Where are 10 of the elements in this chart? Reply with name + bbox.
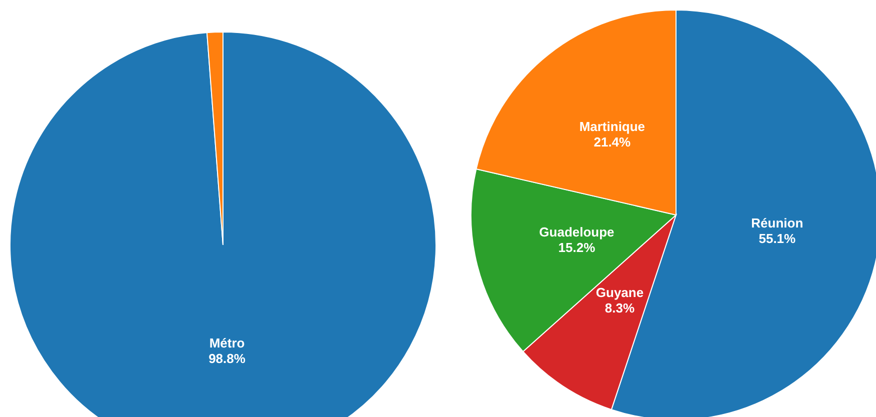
slice-label: Guyane <box>596 284 644 300</box>
slice-label: Martinique <box>579 118 646 134</box>
slice-label: Réunion <box>751 215 804 230</box>
data-label: 15.2% <box>558 240 596 256</box>
data-label: 98.8% <box>208 351 246 366</box>
slice-label: Métro <box>209 336 245 351</box>
slice-label: Guadeloupe <box>539 224 614 240</box>
data-label: 21.4% <box>594 134 632 150</box>
data-label: 55.1% <box>758 231 796 246</box>
data-label: 8.3% <box>604 300 635 316</box>
